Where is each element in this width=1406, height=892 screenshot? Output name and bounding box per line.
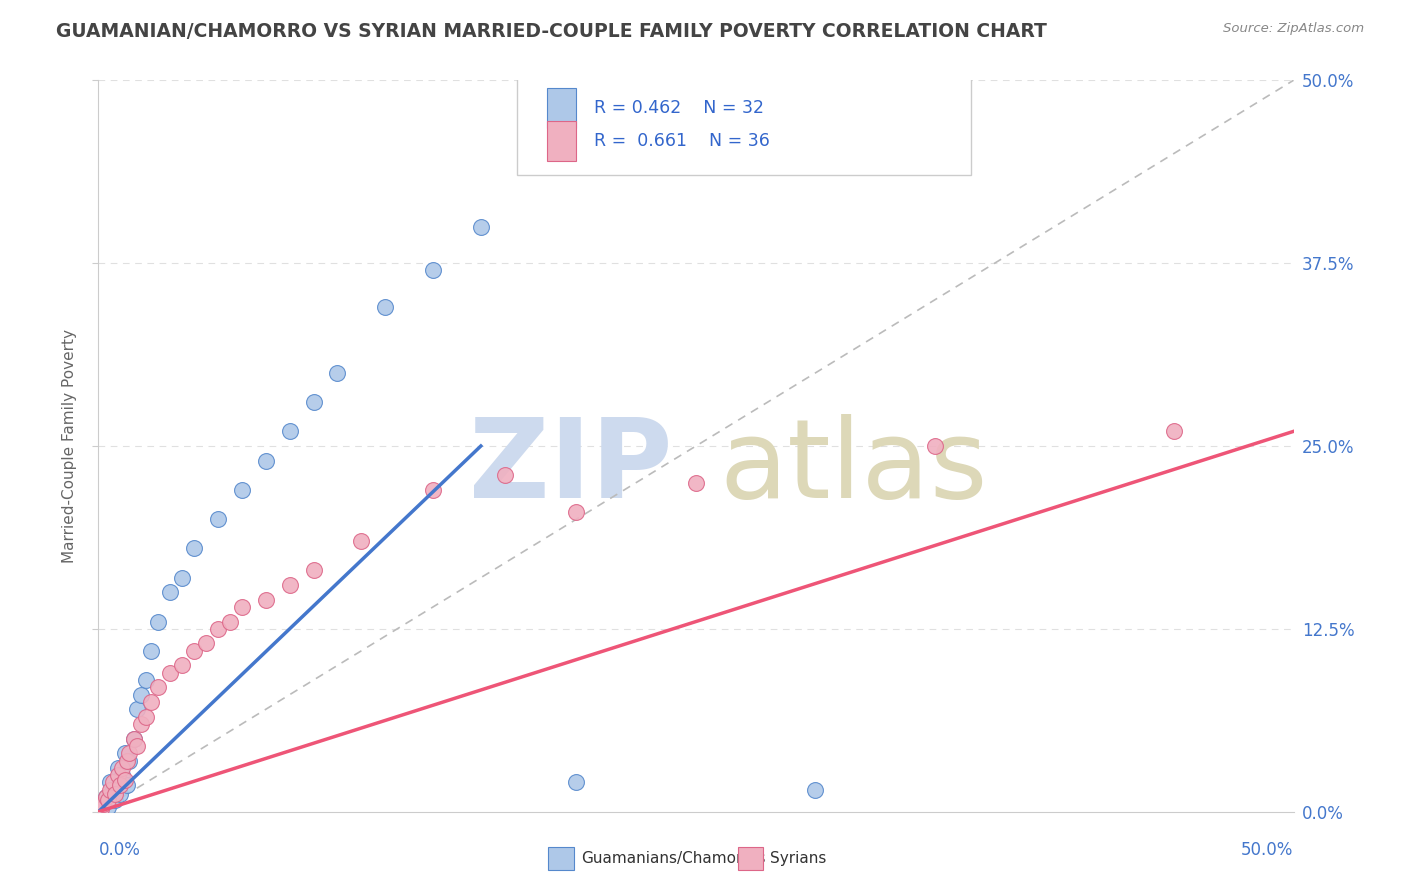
Point <box>98 782 122 797</box>
Text: R = 0.462    N = 32: R = 0.462 N = 32 <box>595 99 765 117</box>
Point <box>172 658 194 673</box>
Point <box>195 636 218 650</box>
Point <box>108 787 131 801</box>
Point <box>139 695 162 709</box>
Bar <box>547 87 576 128</box>
Text: GUAMANIAN/CHAMORRO VS SYRIAN MARRIED-COUPLE FAMILY POVERTY CORRELATION CHART: GUAMANIAN/CHAMORRO VS SYRIAN MARRIED-COU… <box>56 22 1047 41</box>
Point <box>254 453 277 467</box>
Point <box>254 592 277 607</box>
Point <box>350 534 373 549</box>
Point <box>374 300 396 314</box>
Point <box>231 483 253 497</box>
Text: Source: ZipAtlas.com: Source: ZipAtlas.com <box>1223 22 1364 36</box>
Point <box>135 709 157 723</box>
Text: 50.0%: 50.0% <box>1241 841 1294 859</box>
Point <box>565 775 588 789</box>
Point <box>104 787 127 801</box>
Bar <box>547 120 576 161</box>
Point <box>118 754 141 768</box>
Point <box>148 615 170 629</box>
Point <box>494 468 516 483</box>
Point <box>111 761 134 775</box>
Point <box>91 797 114 812</box>
Point <box>91 797 114 812</box>
Point <box>97 800 120 814</box>
Text: ZIP: ZIP <box>468 415 672 522</box>
Point <box>207 512 229 526</box>
Point <box>108 778 131 792</box>
Point <box>125 702 148 716</box>
FancyBboxPatch shape <box>517 73 972 176</box>
Point <box>114 772 136 787</box>
Point <box>104 793 127 807</box>
Y-axis label: Married-Couple Family Poverty: Married-Couple Family Poverty <box>62 329 77 563</box>
Text: R =  0.661    N = 36: R = 0.661 N = 36 <box>595 132 770 150</box>
Point <box>124 731 146 746</box>
Point <box>118 746 141 760</box>
Point <box>148 681 170 695</box>
Point <box>422 263 444 277</box>
Point <box>101 775 124 789</box>
Point <box>326 366 349 380</box>
Point <box>97 793 120 807</box>
Point <box>107 761 129 775</box>
Point <box>90 802 112 816</box>
Point <box>278 425 301 439</box>
Point <box>1163 425 1185 439</box>
Point <box>278 578 301 592</box>
Text: Guamanians/Chamorros: Guamanians/Chamorros <box>581 852 765 866</box>
Point <box>422 483 444 497</box>
Text: atlas: atlas <box>720 415 988 522</box>
Point <box>131 717 153 731</box>
Point <box>207 622 229 636</box>
Point <box>98 775 122 789</box>
Point <box>159 585 181 599</box>
Point <box>219 615 242 629</box>
Point <box>565 505 588 519</box>
Text: Syrians: Syrians <box>770 852 827 866</box>
Point <box>183 644 205 658</box>
Point <box>131 688 153 702</box>
Point <box>94 790 117 805</box>
Point <box>924 439 946 453</box>
Point <box>804 782 827 797</box>
Point <box>159 665 181 680</box>
Point <box>685 475 707 490</box>
Point <box>135 673 157 687</box>
Point <box>302 563 325 577</box>
Point <box>470 219 492 234</box>
Point <box>111 768 134 782</box>
Point <box>101 782 124 797</box>
Point <box>125 739 148 753</box>
Point <box>107 768 129 782</box>
Point <box>94 790 117 805</box>
Point <box>115 778 138 792</box>
Point <box>124 731 146 746</box>
Point <box>302 395 325 409</box>
Point <box>231 599 253 614</box>
Point <box>172 571 194 585</box>
Point <box>114 746 136 760</box>
Point <box>115 754 138 768</box>
Point <box>183 541 205 556</box>
Point <box>139 644 162 658</box>
Text: 0.0%: 0.0% <box>98 841 141 859</box>
